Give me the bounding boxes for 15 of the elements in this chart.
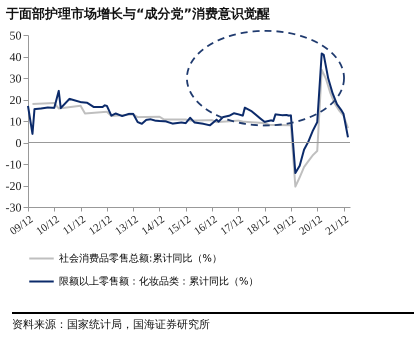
x-tick-label: 09/12 <box>8 214 36 238</box>
x-tick-label: 11/12 <box>60 214 88 238</box>
y-tick-label: -30 <box>6 200 22 214</box>
y-tick-label: 20 <box>10 93 22 107</box>
y-tick-label: 10 <box>10 114 22 128</box>
chart-title: 于面部护理市场增长与“成分党”消费意识觉醒 <box>6 6 270 23</box>
y-tick-label: -20 <box>6 179 22 193</box>
y-tick-label: 50 <box>10 28 22 42</box>
legend-label: 限额以上零售额：化妆品类：累计同比（%） <box>59 276 259 288</box>
legend-label: 社会消费品零售总额:累计同比（%） <box>59 252 222 264</box>
y-tick-label: -10 <box>6 158 22 172</box>
y-tick-label: 40 <box>10 50 22 64</box>
text: 资料来源：国家统计局，国海证券研究所 <box>12 312 414 332</box>
y-tick-label: 0 <box>16 136 22 150</box>
y-tick-label: 30 <box>10 72 22 86</box>
